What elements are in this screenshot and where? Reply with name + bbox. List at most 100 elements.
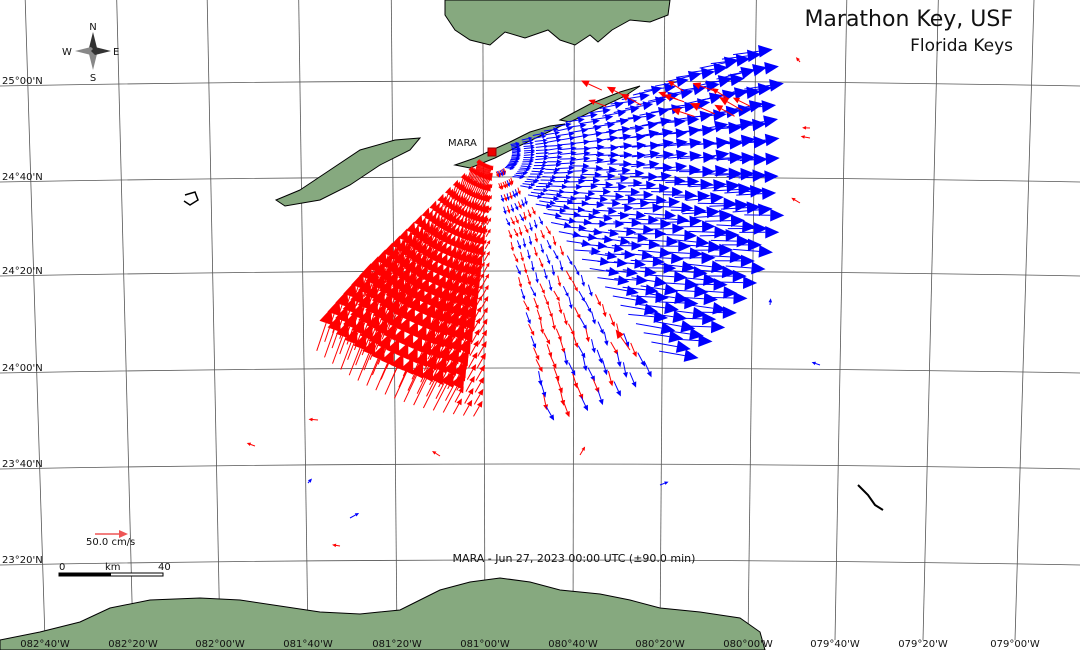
vector-head bbox=[486, 239, 491, 245]
vector-head bbox=[592, 177, 601, 184]
vector-head bbox=[768, 298, 773, 303]
vector-head bbox=[624, 249, 636, 260]
vector-head bbox=[532, 210, 536, 216]
vector-shaft bbox=[621, 202, 641, 205]
vector-shaft bbox=[475, 370, 483, 381]
vector-head bbox=[466, 221, 475, 232]
vector-shaft bbox=[564, 351, 567, 361]
vector-head bbox=[524, 200, 528, 206]
vector-shaft bbox=[500, 169, 503, 173]
vector-shaft bbox=[602, 360, 606, 371]
vector-head bbox=[405, 282, 418, 300]
vector-shaft bbox=[651, 108, 672, 113]
vector-head bbox=[634, 294, 649, 306]
vector-head bbox=[664, 82, 677, 93]
vector-head bbox=[390, 353, 404, 371]
vector-shaft bbox=[631, 164, 650, 168]
vector-head bbox=[576, 184, 583, 190]
vector-head bbox=[371, 344, 385, 362]
vector-head bbox=[640, 198, 651, 208]
vector-head bbox=[723, 56, 739, 69]
vector-shaft bbox=[540, 321, 543, 330]
vector-head bbox=[472, 254, 483, 267]
vector-head bbox=[595, 130, 604, 138]
vector-head bbox=[534, 238, 539, 243]
vector-shaft bbox=[647, 312, 674, 318]
vector-head bbox=[583, 218, 592, 226]
vector-shaft bbox=[497, 171, 500, 175]
vector-head bbox=[590, 183, 599, 190]
vector-head bbox=[752, 64, 768, 77]
vector-shaft bbox=[518, 227, 522, 233]
vector-head bbox=[659, 183, 670, 193]
vector-shaft bbox=[738, 176, 765, 179]
vector-shaft bbox=[616, 352, 620, 363]
vector-shaft bbox=[619, 163, 637, 166]
vector-shaft bbox=[307, 481, 310, 484]
vector-shaft bbox=[568, 296, 572, 305]
vector-shaft bbox=[662, 106, 685, 110]
vector-head bbox=[482, 250, 486, 256]
vector-head bbox=[444, 186, 452, 195]
vector-shaft bbox=[659, 205, 682, 209]
vector-head bbox=[465, 242, 475, 254]
vector-shaft bbox=[403, 375, 417, 403]
vector-shaft bbox=[566, 119, 579, 123]
vector-shaft bbox=[687, 304, 714, 309]
vector-shaft bbox=[558, 196, 571, 199]
scale-start: 0 bbox=[59, 562, 65, 573]
vector-head bbox=[645, 111, 657, 121]
vector-shaft bbox=[513, 253, 517, 260]
vector-shaft bbox=[588, 110, 604, 114]
vector-shaft bbox=[569, 221, 585, 223]
vector-shaft bbox=[604, 121, 621, 125]
vector-head bbox=[440, 370, 454, 388]
vector-head bbox=[608, 380, 614, 387]
vector-shaft bbox=[517, 201, 521, 206]
vector-shaft bbox=[682, 211, 707, 215]
vector-shaft bbox=[539, 283, 544, 291]
vector-shaft bbox=[589, 252, 608, 256]
vector-shaft bbox=[662, 194, 685, 196]
vector-head bbox=[527, 164, 532, 169]
vector-head bbox=[662, 150, 675, 160]
vector-shaft bbox=[464, 393, 471, 404]
vector-shaft bbox=[530, 191, 541, 195]
vector-head bbox=[564, 411, 570, 418]
vector-head bbox=[394, 301, 408, 320]
vector-shaft bbox=[666, 75, 690, 83]
vector-head bbox=[557, 146, 563, 151]
vector-shaft bbox=[589, 267, 610, 273]
vector-head bbox=[437, 307, 452, 325]
vector-shaft bbox=[532, 133, 542, 137]
vector-head bbox=[545, 301, 549, 306]
vector-shaft bbox=[597, 277, 619, 281]
vector-head bbox=[517, 190, 521, 195]
vector-head bbox=[626, 267, 638, 278]
vector-shaft bbox=[629, 372, 635, 383]
vector-head bbox=[456, 398, 462, 406]
vector-shaft bbox=[609, 313, 614, 323]
vector-shaft bbox=[581, 127, 595, 131]
vector-head bbox=[498, 185, 502, 190]
vector-shaft bbox=[686, 197, 711, 201]
vector-shaft bbox=[631, 153, 651, 158]
vector-shaft bbox=[643, 87, 665, 92]
vector-shaft bbox=[685, 325, 712, 328]
vector-head bbox=[570, 370, 576, 376]
vector-head bbox=[446, 235, 456, 247]
vector-head bbox=[769, 79, 784, 92]
vector-shaft bbox=[366, 358, 379, 386]
vector-shaft bbox=[502, 181, 505, 186]
vector-head bbox=[602, 312, 607, 318]
vector-shaft bbox=[794, 199, 801, 204]
vector-head bbox=[441, 276, 453, 292]
vector-head bbox=[689, 138, 702, 149]
vector-shaft bbox=[514, 189, 517, 194]
vector-shaft bbox=[655, 132, 677, 136]
vector-head bbox=[569, 160, 576, 166]
vector-shaft bbox=[316, 322, 327, 351]
vector-head bbox=[544, 275, 548, 280]
vector-shaft bbox=[655, 166, 677, 170]
vector-shaft bbox=[574, 249, 592, 252]
